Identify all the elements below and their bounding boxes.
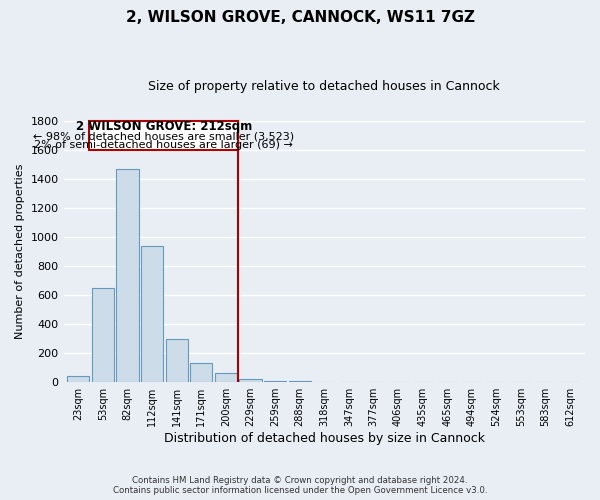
Title: Size of property relative to detached houses in Cannock: Size of property relative to detached ho…	[148, 80, 500, 93]
Bar	[67, 376, 89, 382]
Text: 2 WILSON GROVE: 212sqm: 2 WILSON GROVE: 212sqm	[76, 120, 252, 133]
Text: 2% of semi-detached houses are larger (69) →: 2% of semi-detached houses are larger (6…	[34, 140, 293, 150]
Bar	[215, 373, 237, 382]
Bar	[92, 288, 114, 382]
Text: Contains HM Land Registry data © Crown copyright and database right 2024.
Contai: Contains HM Land Registry data © Crown c…	[113, 476, 487, 495]
Bar	[89, 120, 238, 150]
Bar	[141, 246, 163, 382]
Bar	[116, 168, 139, 382]
Bar	[190, 364, 212, 382]
Bar	[166, 340, 188, 382]
Text: 2, WILSON GROVE, CANNOCK, WS11 7GZ: 2, WILSON GROVE, CANNOCK, WS11 7GZ	[125, 10, 475, 25]
Bar	[264, 381, 286, 382]
Y-axis label: Number of detached properties: Number of detached properties	[15, 164, 25, 339]
Bar	[239, 378, 262, 382]
X-axis label: Distribution of detached houses by size in Cannock: Distribution of detached houses by size …	[164, 432, 485, 445]
Text: ← 98% of detached houses are smaller (3,523): ← 98% of detached houses are smaller (3,…	[33, 131, 295, 141]
